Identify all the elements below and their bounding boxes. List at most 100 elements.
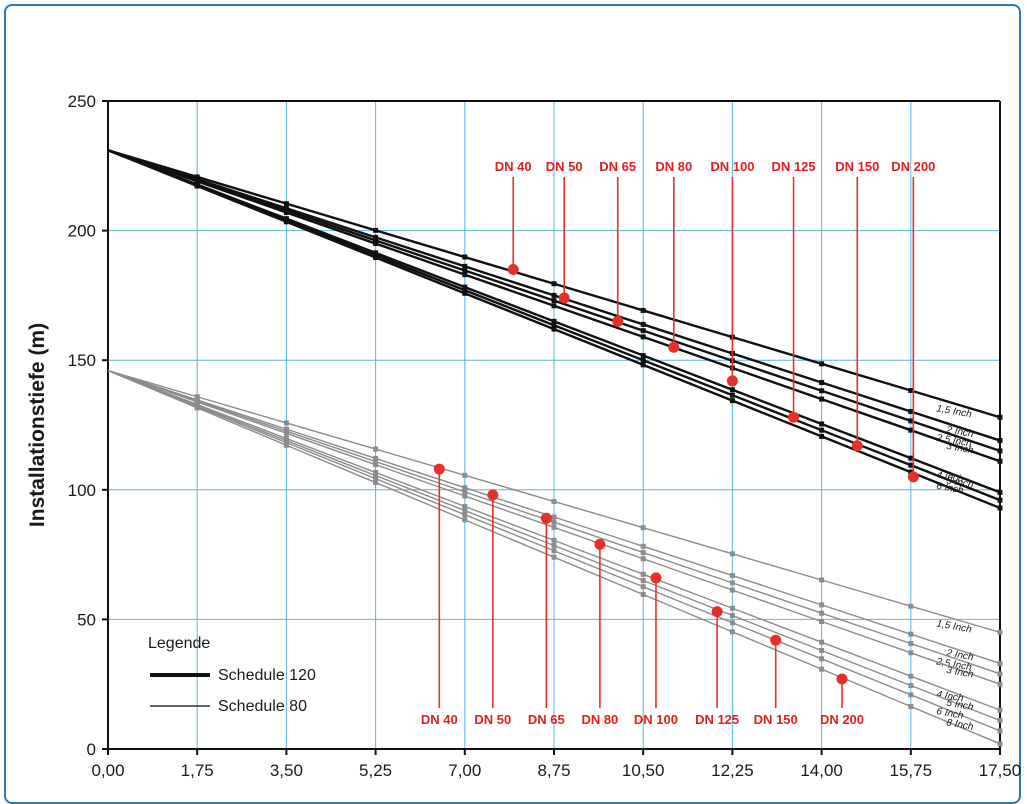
series-point	[551, 281, 557, 287]
series-point	[373, 469, 379, 475]
series-point	[997, 741, 1003, 747]
series-point	[373, 255, 379, 261]
y-tick-label: 0	[87, 740, 96, 759]
series-point	[908, 603, 914, 609]
series-point	[373, 480, 379, 486]
dn-label: DN 40	[421, 712, 458, 727]
dn-label: DN 50	[474, 712, 511, 727]
dn-marker: DN 200	[891, 159, 935, 483]
series-point	[997, 438, 1003, 444]
series-point	[462, 503, 468, 509]
dn-label: DN 80	[581, 712, 618, 727]
series-point	[997, 629, 1003, 635]
x-tick-label: 8,75	[537, 761, 570, 780]
series-point	[551, 519, 557, 525]
series-end-label: 4 Inch	[935, 689, 964, 705]
series-point	[819, 656, 825, 662]
series-point	[729, 392, 735, 398]
dn-marker: DN 200	[820, 673, 864, 727]
series-point	[551, 322, 557, 328]
series-end-label: 1,5 Inch	[935, 403, 972, 420]
series-point	[997, 728, 1003, 734]
series-end-label: 8 Inch	[945, 717, 974, 733]
series-end-label: 5 Inch	[945, 698, 974, 714]
series-point	[640, 571, 646, 577]
series-point	[462, 508, 468, 514]
series-point	[729, 613, 735, 619]
series-point	[819, 610, 825, 616]
series-point	[819, 427, 825, 433]
series-point	[283, 440, 289, 446]
series-point	[819, 618, 825, 624]
dn-label: DN 200	[820, 712, 864, 727]
series-end-label: 6 Inch	[935, 481, 964, 497]
series-point	[462, 284, 468, 290]
dn-marker: DN 50	[546, 159, 583, 304]
dn-point	[770, 634, 782, 646]
series-point	[194, 405, 200, 411]
series-point	[194, 399, 200, 405]
series-point	[729, 620, 735, 626]
series-point	[908, 455, 914, 461]
series-point	[551, 524, 557, 530]
series-point	[729, 587, 735, 593]
series-point	[908, 673, 914, 679]
series-point	[462, 272, 468, 278]
dn-point	[612, 315, 624, 327]
series-point	[908, 641, 914, 647]
series-point	[462, 263, 468, 269]
x-tick-label: 15,75	[890, 761, 933, 780]
y-tick-label: 200	[68, 222, 96, 241]
dn-marker: DN 50	[474, 489, 511, 727]
series-point	[462, 512, 468, 518]
x-tick-label: 0,00	[91, 761, 124, 780]
series-point	[729, 629, 735, 635]
series-point	[194, 178, 200, 184]
dn-label: DN 100	[710, 159, 754, 174]
series-point	[819, 648, 825, 654]
dn-marker: DN 80	[655, 159, 692, 353]
series-point	[373, 462, 379, 468]
series-point	[462, 485, 468, 491]
dn-point	[788, 411, 800, 423]
series-point	[640, 307, 646, 313]
series-end-label: 2 Inch	[944, 648, 974, 664]
series-point	[462, 254, 468, 260]
series-point	[551, 292, 557, 298]
series-point	[819, 577, 825, 583]
series-point	[462, 493, 468, 499]
dn-point	[650, 572, 662, 584]
series-point	[729, 580, 735, 586]
series-point	[997, 671, 1003, 677]
series-point	[640, 543, 646, 549]
series-point	[551, 554, 557, 560]
series-point	[997, 458, 1003, 464]
series-end-label: 5 Inch	[945, 475, 974, 491]
series-point	[908, 692, 914, 698]
series-point	[729, 573, 735, 579]
series-point	[640, 550, 646, 556]
series-point	[640, 357, 646, 363]
series-end-label: 6 Inch	[935, 706, 964, 722]
series-point	[819, 602, 825, 608]
series-point	[908, 409, 914, 415]
series-point	[908, 388, 914, 394]
dn-label: DN 200	[891, 159, 935, 174]
dn-label: DN 65	[599, 159, 636, 174]
dn-label: DN 80	[655, 159, 692, 174]
series-point	[462, 517, 468, 523]
series-point	[373, 446, 379, 452]
dn-point	[668, 341, 680, 353]
dn-point	[851, 440, 863, 452]
series-point	[462, 472, 468, 478]
series-point	[373, 241, 379, 247]
series-point	[640, 584, 646, 590]
series-point	[551, 303, 557, 309]
series-point	[819, 639, 825, 645]
series-point	[462, 489, 468, 495]
series-end-label: 4 Inch	[935, 470, 964, 486]
series-point	[908, 418, 914, 424]
legend-item: Schedule 80	[218, 698, 307, 715]
dn-label: DN 40	[495, 159, 532, 174]
